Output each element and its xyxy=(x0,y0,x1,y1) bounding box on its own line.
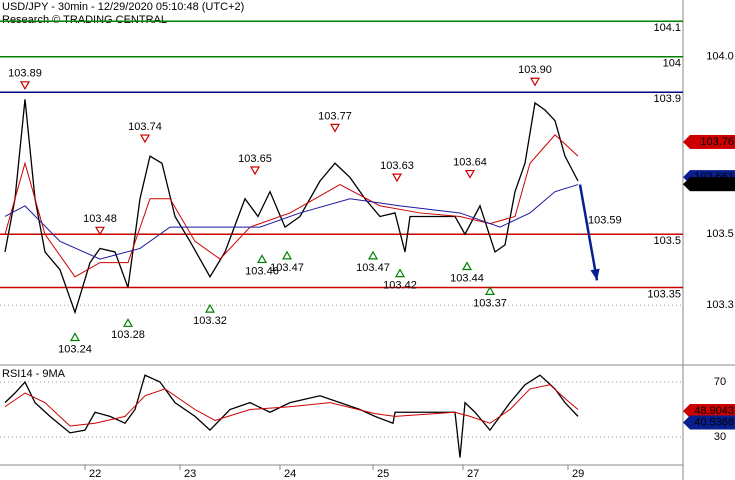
series-line xyxy=(4,184,579,260)
price-box xyxy=(690,134,735,149)
price-box-tip xyxy=(683,404,690,419)
marker-label: 103.48 xyxy=(83,213,117,225)
price-box-tip xyxy=(683,177,690,192)
marker-label: 103.46 xyxy=(245,265,279,277)
low-marker xyxy=(69,332,81,342)
low-marker xyxy=(122,318,134,327)
level-label: 104 xyxy=(663,58,681,70)
price-box xyxy=(690,415,735,430)
price-box-label: 40.5368 xyxy=(694,416,734,428)
x-tick-label: 25 xyxy=(377,468,389,480)
arrow-head xyxy=(590,268,600,281)
forecast-arrow xyxy=(578,184,599,281)
x-tick-label: 29 xyxy=(572,468,584,480)
price-box-label: 48.9043 xyxy=(694,405,734,417)
marker-label: 103.42 xyxy=(383,280,417,292)
high-marker xyxy=(391,173,403,183)
y-tick-label: 70 xyxy=(714,376,726,388)
series-line xyxy=(4,99,579,315)
low-marker xyxy=(281,250,293,260)
marker-label: 103.47 xyxy=(270,262,304,274)
level-label: 103.5 xyxy=(653,235,681,247)
high-marker xyxy=(249,166,261,176)
marker-label: 103.64 xyxy=(453,156,487,168)
level-label: 104.1 xyxy=(653,22,681,34)
high-marker xyxy=(139,134,151,144)
high-marker xyxy=(94,226,106,236)
low-marker xyxy=(367,250,379,260)
y-tick-label: 104.0 xyxy=(706,51,734,63)
marker-label: 103.74 xyxy=(128,121,162,133)
low-marker xyxy=(204,303,216,313)
x-tick-label: 23 xyxy=(184,468,196,480)
series-line xyxy=(4,384,579,427)
rsi-title: RSI14 - 9MA xyxy=(2,368,66,380)
x-tick-label: 27 xyxy=(467,468,479,480)
marker-label: 103.32 xyxy=(193,315,227,327)
marker-label: 103.28 xyxy=(111,329,145,341)
high-marker xyxy=(19,81,31,91)
x-tick-label: 22 xyxy=(89,468,101,480)
price-box-label: 103.76 xyxy=(700,136,734,148)
low-marker xyxy=(256,254,268,264)
marker-label: 103.90 xyxy=(518,64,552,76)
price-box xyxy=(690,404,735,419)
marker-label: 103.77 xyxy=(318,110,352,122)
marker-label: 103.24 xyxy=(58,343,92,355)
level-label: 103.9 xyxy=(653,93,681,105)
y-tick-label: 103.5 xyxy=(706,228,734,240)
low-marker xyxy=(394,268,406,278)
marker-label: 103.89 xyxy=(8,68,42,80)
marker-label: 103.44 xyxy=(450,272,484,284)
marker-label: 103.37 xyxy=(473,297,507,309)
price-box xyxy=(690,177,735,192)
chart-subtitle: Research © TRADING CENTRAL xyxy=(2,14,167,26)
low-marker xyxy=(484,286,496,295)
price-box-tip xyxy=(683,134,690,149)
x-tick-label: 24 xyxy=(284,468,296,480)
chart-title: USD/JPY - 30min - 12/29/2020 05:10:48 (U… xyxy=(2,1,244,13)
low-marker xyxy=(461,261,473,271)
high-marker xyxy=(529,77,541,87)
level-label: 103.35 xyxy=(647,288,681,300)
price-box-tip xyxy=(683,415,690,430)
marker-label: 103.47 xyxy=(356,262,390,274)
marker-label: 103.65 xyxy=(238,153,272,165)
y-tick-label: 103.3 xyxy=(706,299,734,311)
high-marker xyxy=(329,123,341,133)
marker-label: 103.63 xyxy=(380,160,414,172)
forecast-label: 103.59 xyxy=(588,214,622,226)
price-box-label: 103.641 xyxy=(694,178,734,190)
y-tick-label: 30 xyxy=(714,431,726,443)
high-marker xyxy=(464,169,476,179)
